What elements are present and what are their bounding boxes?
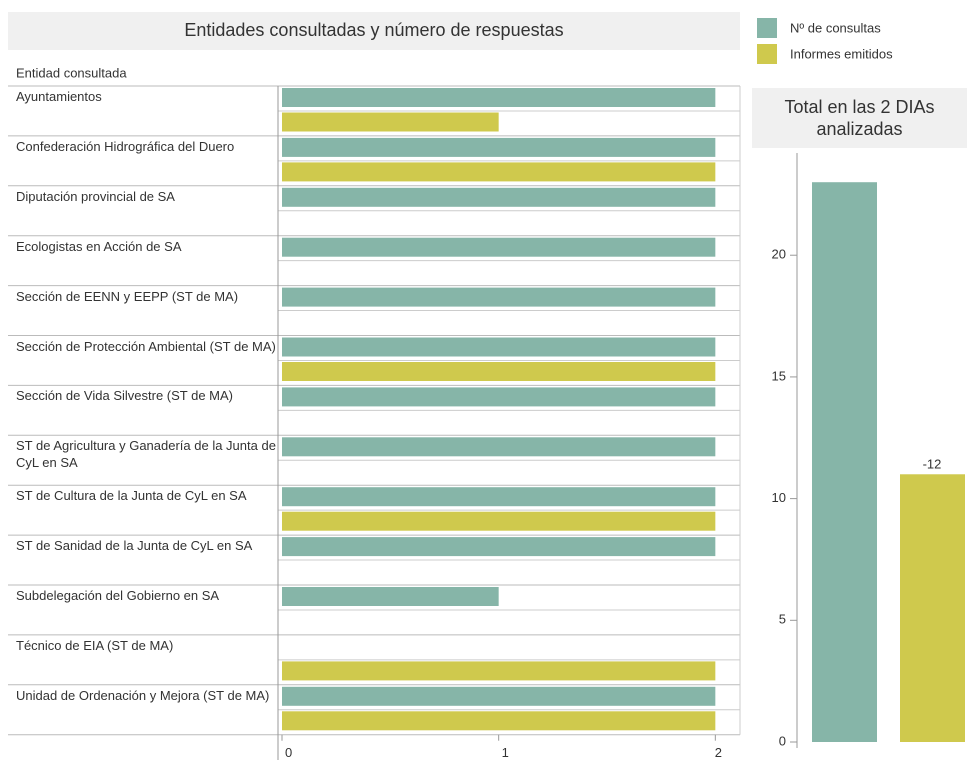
chart-title: Entidades consultadas y número de respue…: [184, 20, 563, 40]
row-label: Confederación Hidrográfica del Duero: [16, 138, 235, 154]
bar: [812, 182, 877, 742]
row-label-box: Sección de Protección Ambiental (ST de M…: [16, 338, 276, 354]
bar: [282, 537, 716, 557]
bar: [282, 337, 716, 357]
row-label: ST de Cultura de la Junta de CyL en SA: [16, 488, 247, 504]
row-label: Técnico de EIA (ST de MA): [16, 637, 174, 653]
bar: [282, 711, 716, 731]
row-label: Ayuntamientos: [16, 89, 102, 104]
bar: [282, 162, 716, 182]
legend-swatch: [757, 44, 777, 64]
bar: [282, 362, 716, 381]
bar: [282, 387, 716, 407]
row-label-box: Sección de EENN y EEPP (ST de MA): [16, 288, 239, 304]
bar: [282, 287, 716, 307]
bar: [282, 437, 716, 457]
chart-title: Total en las 2 DIAs analizadas: [752, 88, 967, 148]
bar: [282, 686, 716, 706]
y-tick-label: 5: [779, 612, 786, 627]
title-banner: [8, 12, 740, 50]
row-label-box: Subdelegación del Gobierno en SA: [16, 588, 220, 603]
bar: [282, 587, 499, 606]
bar: [282, 237, 716, 257]
row-label-box: Ecologistas en Acción de SA: [16, 238, 182, 254]
row-label-box: Técnico de EIA (ST de MA): [16, 637, 174, 653]
bar: [282, 511, 716, 531]
bar: [282, 88, 716, 107]
bar: [282, 187, 716, 207]
row-label-box: Diputación provincial de SA: [16, 188, 175, 204]
bar: [900, 474, 965, 742]
legend-swatch: [757, 18, 777, 38]
bar: [282, 661, 716, 681]
row-label: Sección de Protección Ambiental (ST de M…: [16, 338, 276, 354]
row-label: Subdelegación del Gobierno en SA: [16, 588, 220, 603]
y-tick-label: 10: [772, 490, 786, 505]
row-label: Sección de Vida Silvestre (ST de MA): [16, 388, 234, 404]
x-tick-label: 2: [715, 745, 722, 760]
y-tick-label: 0: [779, 733, 786, 748]
row-label-box: ST de Sanidad de la Junta de CyL en SA: [16, 538, 253, 554]
annotation: -12: [923, 457, 942, 472]
row-label: Unidad de Ordenación y Mejora (ST de MA): [16, 687, 270, 703]
row-label: Sección de EENN y EEPP (ST de MA): [16, 288, 239, 304]
bar: [282, 487, 716, 507]
row-label-box: Confederación Hidrográfica del Duero: [16, 138, 235, 154]
row-label-box: ST de Cultura de la Junta de CyL en SA: [16, 488, 247, 504]
row-label-box: Unidad de Ordenación y Mejora (ST de MA): [16, 687, 270, 703]
bar: [282, 112, 499, 132]
row-label-box: Sección de Vida Silvestre (ST de MA): [16, 388, 234, 404]
legend-label: Informes emitidos: [790, 46, 893, 61]
row-header: Entidad consultada: [16, 65, 127, 80]
x-tick-label: 1: [502, 745, 509, 760]
row-label: Diputación provincial de SA: [16, 188, 175, 204]
bar: [282, 137, 716, 157]
chart-title-box: Total en las 2 DIAs analizadas: [752, 88, 967, 148]
row-label-box: ST de Agricultura y Ganadería de la Junt…: [16, 438, 276, 471]
row-label: Ecologistas en Acción de SA: [16, 238, 182, 254]
x-tick-label: 0: [285, 745, 292, 760]
row-label: ST de Agricultura y Ganadería de la Junt…: [16, 438, 276, 471]
row-label-box: Ayuntamientos: [16, 89, 102, 104]
row-label: ST de Sanidad de la Junta de CyL en SA: [16, 538, 253, 554]
legend-label: Nº de consultas: [790, 20, 881, 35]
y-tick-label: 15: [772, 368, 786, 383]
y-tick-label: 20: [772, 247, 786, 262]
